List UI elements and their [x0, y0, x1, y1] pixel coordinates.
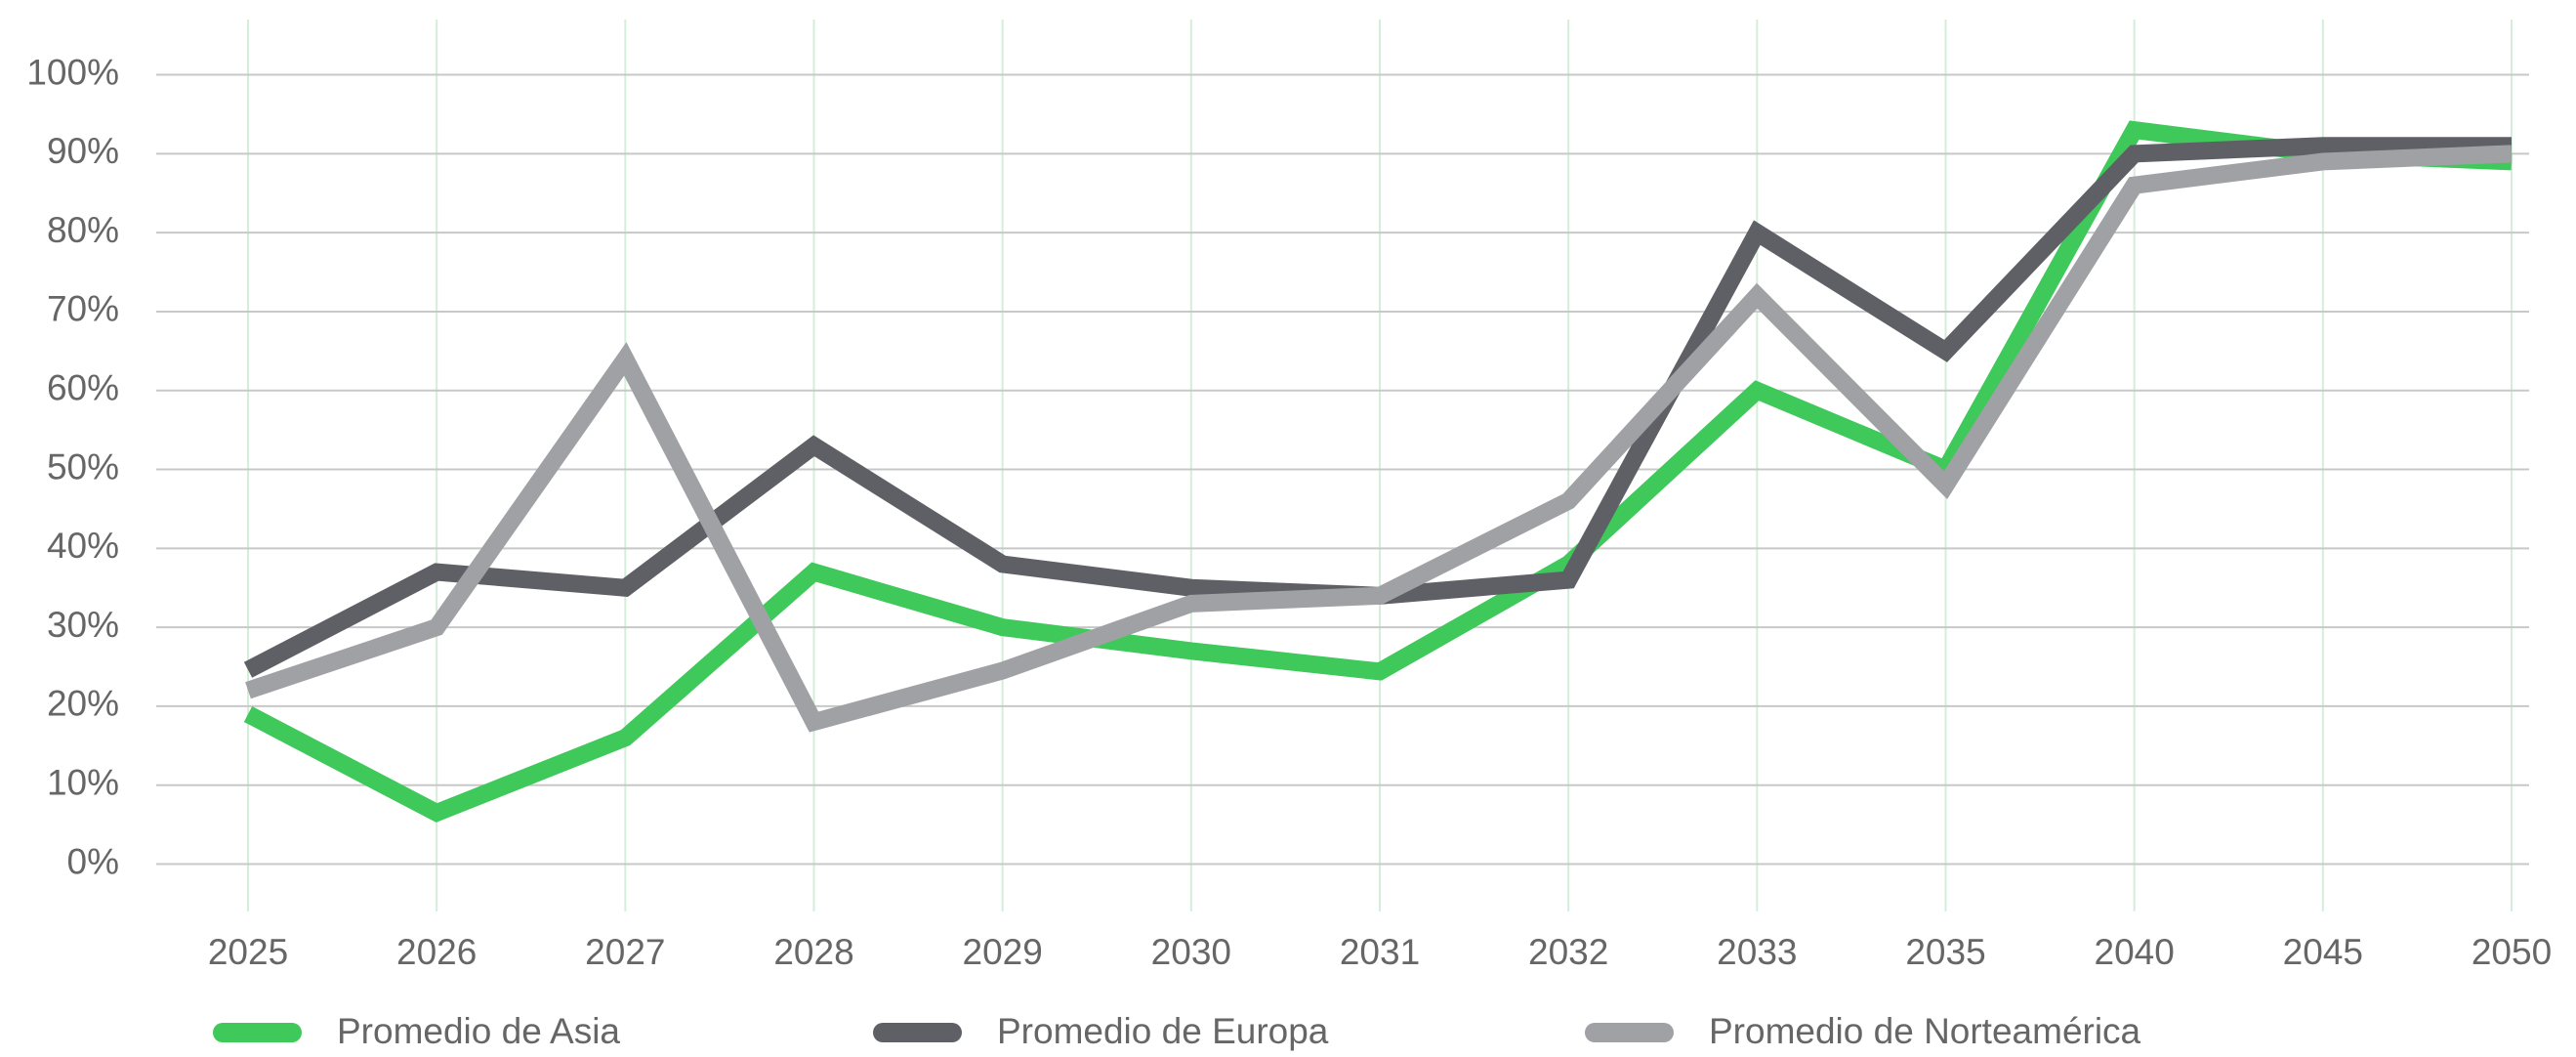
y-tick-label: 90% — [47, 131, 119, 171]
x-tick-label: 2040 — [2095, 932, 2175, 972]
x-tick-label: 2030 — [1151, 932, 1231, 972]
y-tick-label: 100% — [26, 52, 119, 92]
series-line — [245, 145, 2513, 733]
y-tick-label: 60% — [47, 368, 119, 408]
y-tick-label: 40% — [47, 526, 119, 566]
series-line — [243, 120, 2513, 823]
x-tick-label: 2025 — [208, 932, 288, 972]
legend-label: Promedio de Norteamérica — [1709, 1011, 2141, 1051]
y-tick-label: 10% — [47, 763, 119, 803]
x-tick-label: 2032 — [1528, 932, 1608, 972]
x-tick-label: 2045 — [2283, 932, 2363, 972]
x-tick-label: 2033 — [1717, 932, 1797, 972]
x-tick-label: 2035 — [1905, 932, 1985, 972]
y-tick-label: 50% — [47, 446, 119, 486]
x-tick-label: 2028 — [773, 932, 853, 972]
x-tick-label: 2050 — [2472, 932, 2552, 972]
y-tick-label: 20% — [47, 684, 119, 724]
y-tick-label: 70% — [47, 289, 119, 329]
y-tick-label: 30% — [47, 605, 119, 645]
legend-label: Promedio de Asia — [337, 1011, 620, 1051]
x-tick-label: 2027 — [585, 932, 665, 972]
legend-label: Promedio de Europa — [997, 1011, 1329, 1051]
y-tick-label: 0% — [67, 841, 119, 881]
x-tick-label: 2029 — [963, 932, 1043, 972]
x-tick-label: 2031 — [1340, 932, 1420, 972]
x-tick-label: 2026 — [396, 932, 477, 972]
y-tick-label: 80% — [47, 210, 119, 250]
